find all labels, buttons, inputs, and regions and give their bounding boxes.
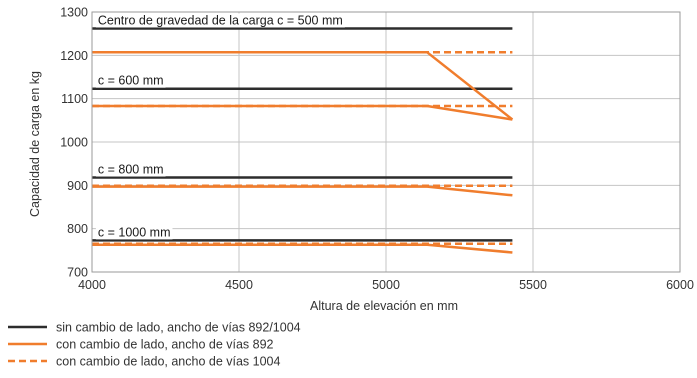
legend: sin cambio de lado, ancho de vías 892/10… — [8, 321, 301, 369]
annotation-label: c = 1000 mm — [98, 225, 171, 239]
series-line — [92, 243, 513, 254]
legend-label: con cambio de lado, ancho de vías 892 — [56, 338, 274, 352]
annotation-background — [95, 73, 166, 88]
tick-labels: 4000 4500 5000 5500 6000 700 800 900 1000 1100 120… — [60, 6, 694, 293]
annotations: Centro de gravedad de la carga c = 500 m… — [95, 13, 345, 240]
y-tick-label: 1100 — [61, 92, 88, 106]
plot-border — [91, 11, 681, 273]
x-tick-label: 5000 — [372, 278, 400, 292]
legend-label: con cambio de lado, ancho de vías 1004 — [56, 355, 281, 369]
legend-label: sin cambio de lado, ancho de vías 892/10… — [56, 321, 301, 335]
x-tick-label: 4000 — [78, 278, 106, 292]
x-tick-label: 6000 — [666, 278, 694, 292]
annotation-background — [95, 225, 173, 240]
series-line — [92, 104, 513, 121]
y-axis-label: Capacidad de carga en kg — [28, 71, 42, 217]
annotation-background — [95, 162, 166, 177]
x-tick-label: 5500 — [519, 278, 547, 292]
annotation-label: Centro de gravedad de la carga c = 500 m… — [98, 13, 343, 27]
y-tick-label: 800 — [67, 222, 88, 236]
y-tick-label: 1200 — [60, 49, 88, 63]
y-tick-label: 1300 — [60, 6, 88, 20]
plot-frame — [91, 11, 681, 273]
grid — [91, 11, 681, 273]
y-tick-label: 1000 — [60, 136, 88, 150]
series-lines — [92, 27, 514, 254]
y-tick-label: 700 — [67, 266, 88, 280]
x-tick-label: 4500 — [225, 278, 253, 292]
x-axis-label: Altura de elevación en mm — [310, 299, 458, 313]
series-line — [92, 185, 513, 197]
annotation-label: c = 800 mm — [98, 163, 164, 177]
annotation-background — [95, 13, 345, 28]
y-tick-label: 900 — [67, 179, 88, 193]
annotation-label: c = 600 mm — [98, 74, 164, 88]
